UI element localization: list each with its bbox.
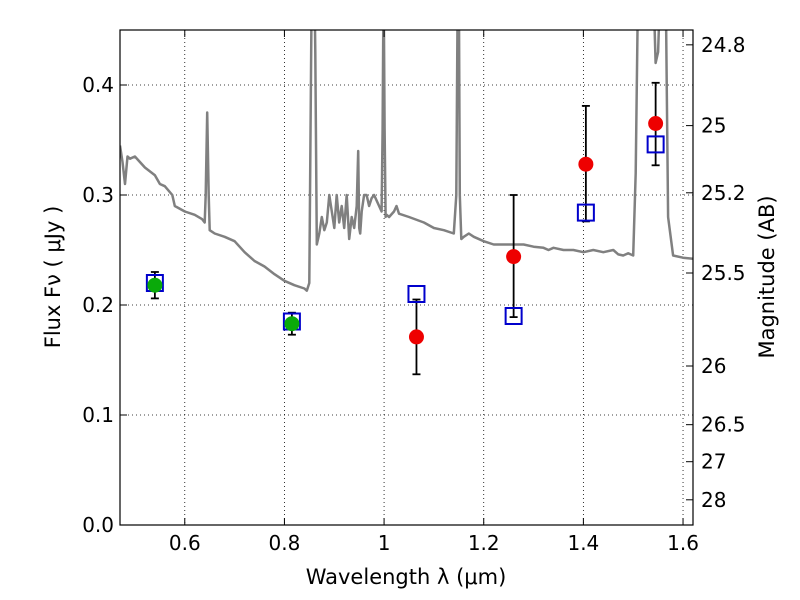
model-photometry-square <box>407 285 426 303</box>
mag-tick-label: 25.5 <box>701 261 746 285</box>
x-tick-label: 1.6 <box>667 531 699 555</box>
photometry-point <box>506 249 522 265</box>
photometry-point <box>147 277 163 293</box>
model-spectrum-line <box>120 30 693 292</box>
model-spectrum-layer <box>120 30 693 292</box>
grid-layer <box>120 30 693 525</box>
photometry-point <box>648 116 664 131</box>
mag-tick-label: 26.5 <box>701 413 746 437</box>
photometry-point <box>578 156 594 172</box>
mag-tick-label: 25.2 <box>701 181 746 205</box>
x-tick-label: 1 <box>378 531 391 555</box>
x-tick-label: 1.2 <box>468 531 500 555</box>
mag-tick-label: 26 <box>701 354 726 378</box>
mag-tick-label: 24.8 <box>701 33 746 57</box>
model-photometry-square <box>646 135 665 154</box>
photometry-point <box>408 329 424 345</box>
mag-tick-label: 28 <box>701 488 726 512</box>
y-tick-label: 0.4 <box>82 73 114 97</box>
y-axis-title: Flux Fν ( μJy ) <box>41 206 65 349</box>
model-photometry-square <box>576 203 595 222</box>
photometry-point <box>284 316 300 332</box>
mag-tick-label: 27 <box>701 450 726 474</box>
y-tick-label: 0.2 <box>82 293 114 317</box>
mag-tick-label: 25 <box>701 114 726 138</box>
x-tick-label: 0.6 <box>169 531 201 555</box>
y-tick-label: 0.0 <box>82 513 114 537</box>
x-axis-title: Wavelength λ (μm) <box>306 565 507 589</box>
y-tick-label: 0.1 <box>82 403 114 427</box>
model-photometry-square <box>504 307 523 325</box>
plot-frame <box>119 29 694 526</box>
axis-ticks-layer: 0.6 0.8 1 1.2 1.4 1.6 0.0 0.1 0.2 0.3 0.4 24.8 25 25.… <box>82 30 746 555</box>
right-axis-title: Magnitude (AB) <box>755 195 779 358</box>
x-tick-label: 0.8 <box>269 531 301 555</box>
y-tick-label: 0.3 <box>82 183 114 207</box>
x-tick-label: 1.4 <box>567 531 599 555</box>
data-points-layer <box>145 81 665 376</box>
